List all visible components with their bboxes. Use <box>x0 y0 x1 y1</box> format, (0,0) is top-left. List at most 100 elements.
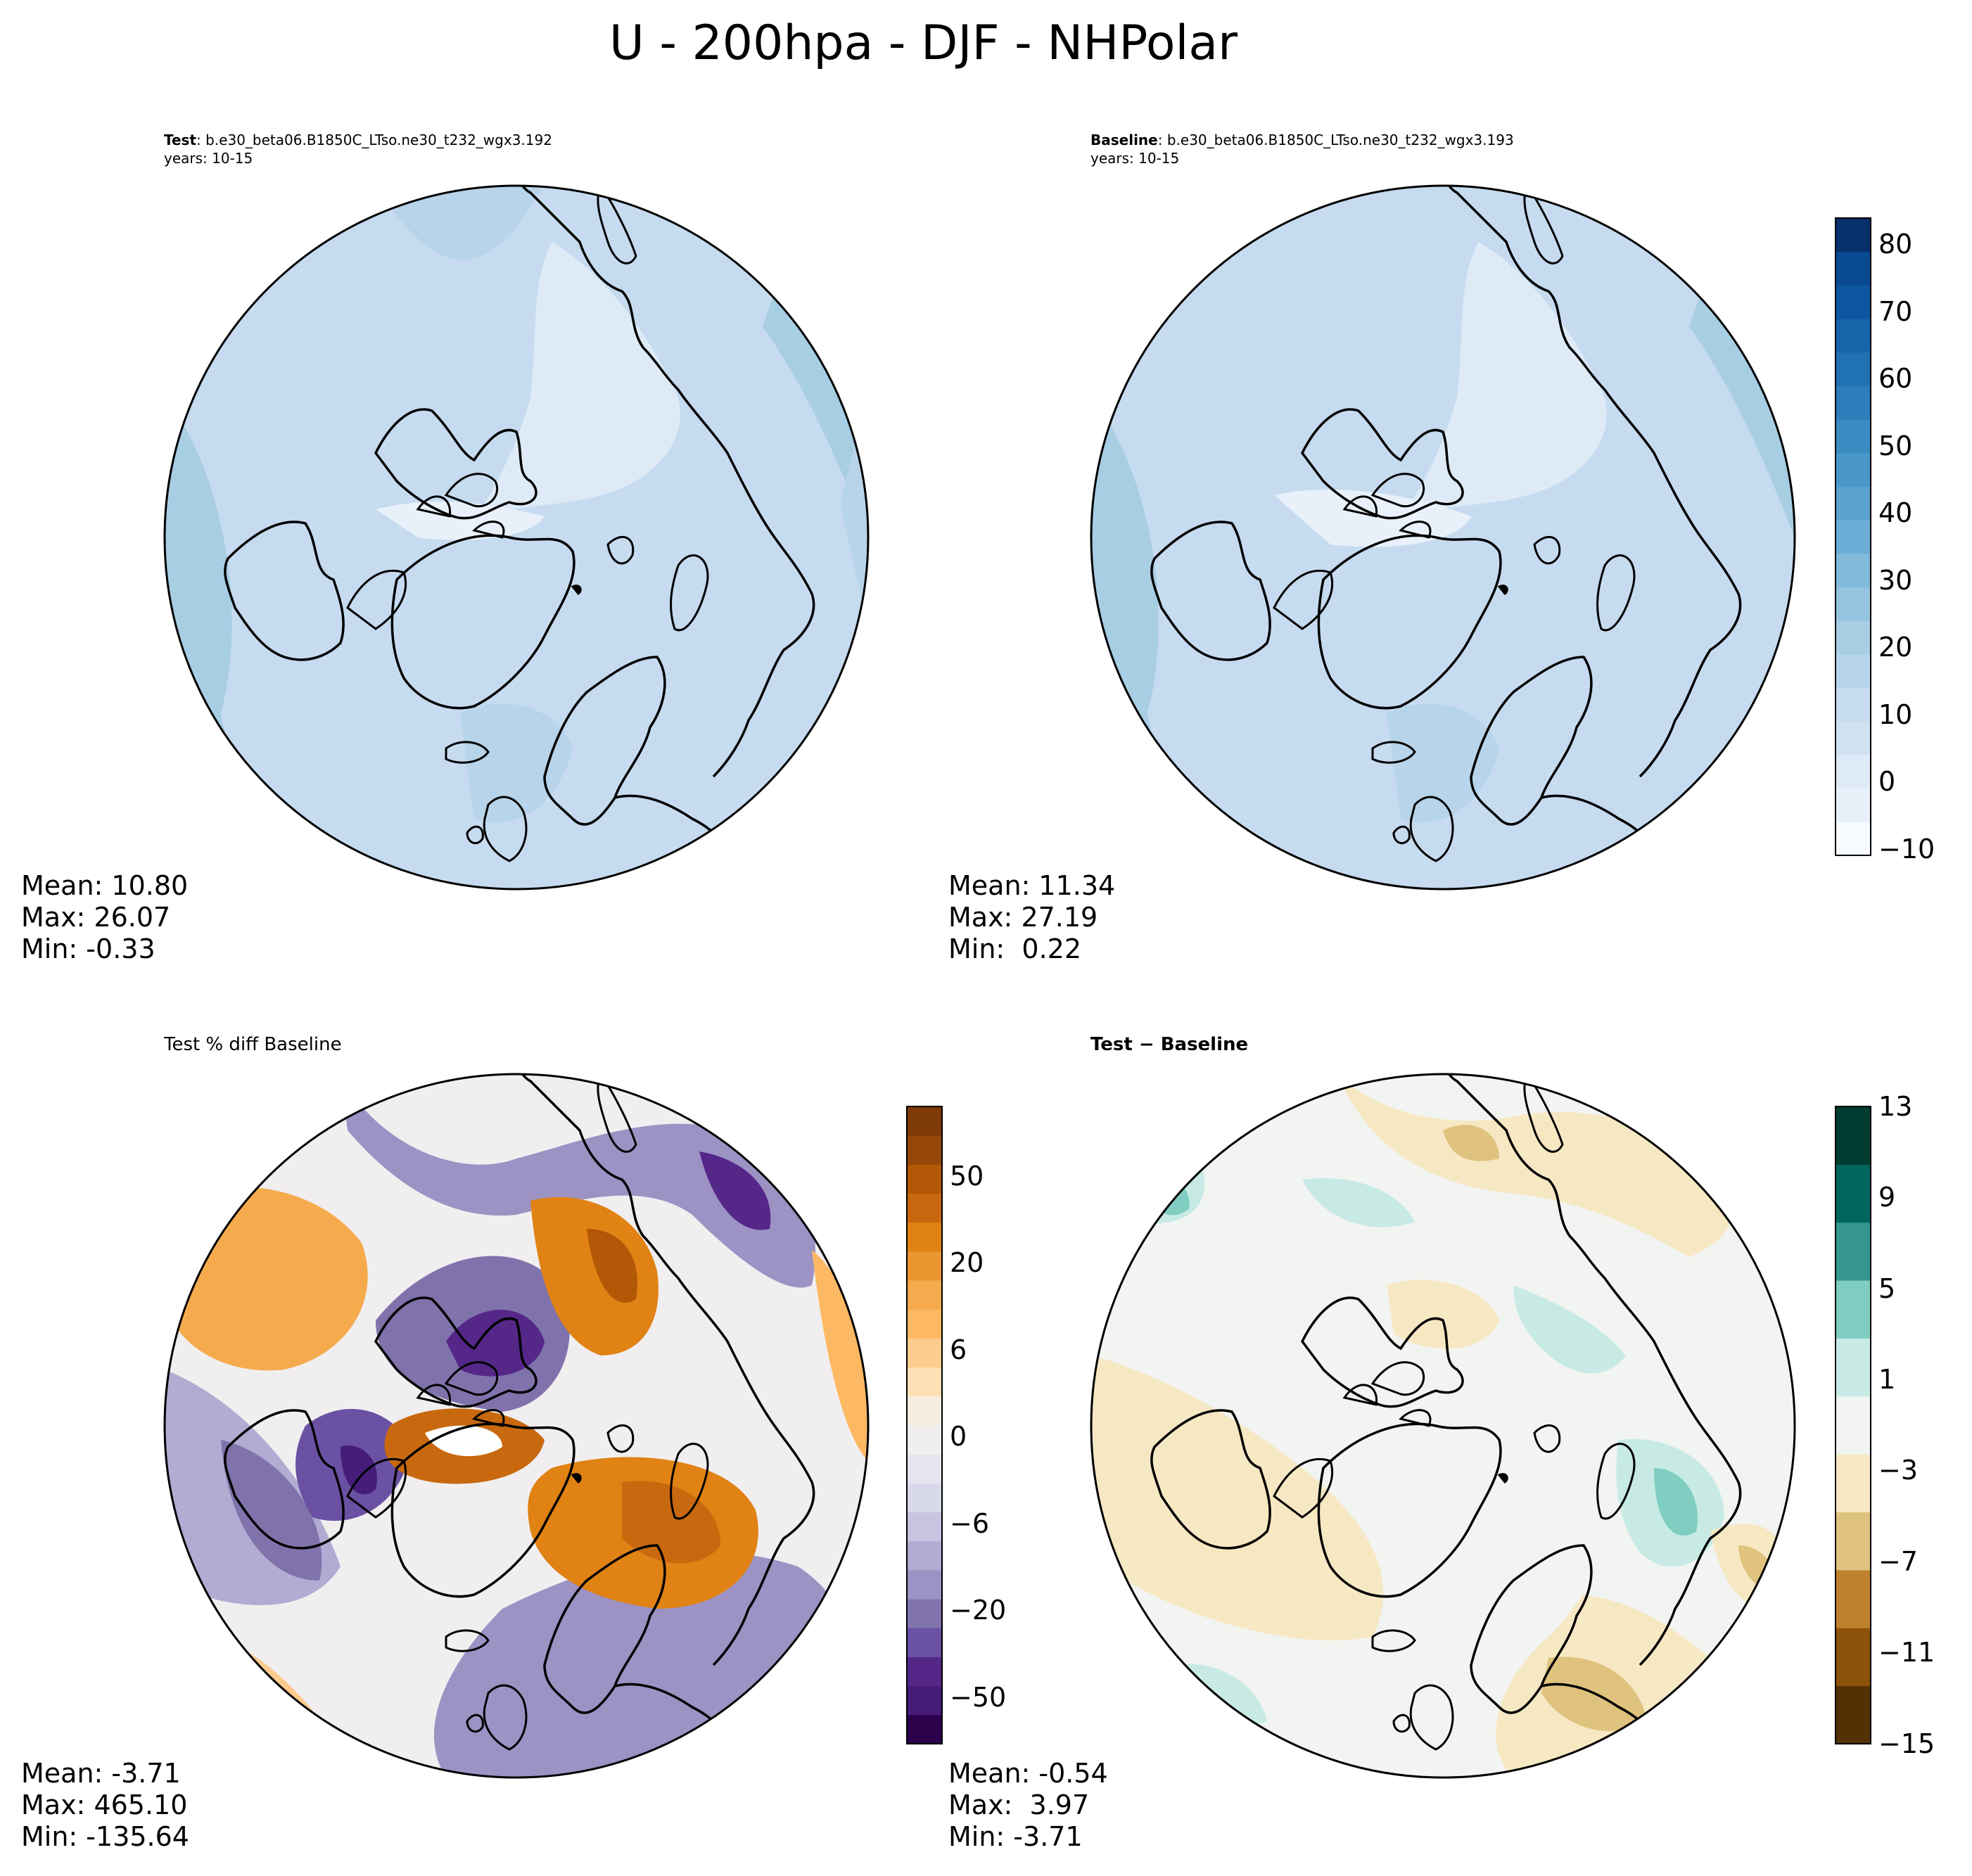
test-label: Test <box>164 132 197 148</box>
baseline-case-name: : b.e30_beta06.B1850C_LTso.ne30_t232_wgx… <box>1157 132 1514 148</box>
test-max: Max: 26.07 <box>21 902 171 933</box>
field-tick-20: 20 <box>1878 632 1913 663</box>
test-mean: Mean: 10.80 <box>21 870 189 901</box>
diff-tick-minus7: −7 <box>1878 1546 1919 1577</box>
field-colorbar-swatch <box>1836 553 1871 588</box>
pctdiff-min: Min: -135.64 <box>21 1821 189 1852</box>
baseline-stats: Mean: 11.34 Max: 27.19 Min: 0.22 <box>948 870 1115 965</box>
test-min: Min: -0.33 <box>21 933 155 964</box>
pctdiff-colorbar-frame <box>906 1106 943 1744</box>
field-colorbar-swatch <box>1836 721 1871 755</box>
baseline-years: years: 10-15 <box>1090 150 1180 167</box>
test-case-label: Test: b.e30_beta06.B1850C_LTso.ne30_t232… <box>164 131 552 149</box>
field-colorbar <box>1835 217 1871 856</box>
pctdiff-mean: Mean: -3.71 <box>21 1758 181 1789</box>
field-colorbar-swatch <box>1836 419 1871 454</box>
test-years: years: 10-15 <box>164 150 253 167</box>
diff-colorbar-swatch <box>1836 1338 1871 1397</box>
diff-tick-13: 13 <box>1878 1091 1913 1122</box>
field-tick-0: 0 <box>1878 766 1896 797</box>
pct-tick-minus6: −6 <box>950 1508 990 1539</box>
pctdiff-colorbar-swatch <box>907 1309 942 1339</box>
field-colorbar-swatch <box>1836 653 1871 689</box>
pctdiff-colorbar-swatch <box>907 1106 942 1136</box>
diff-colorbar-swatch <box>1836 1280 1871 1339</box>
pctdiff-colorbar-swatch <box>907 1135 942 1165</box>
pctdiff-colorbar-swatch <box>907 1251 942 1281</box>
diff-colorbar-ticks: 13 9 5 1 −3 −7 −11 −15 <box>1878 1093 1970 1757</box>
field-colorbar-swatch <box>1836 788 1871 822</box>
pctdiff-colorbar-swatch <box>907 1367 942 1397</box>
pctdiff-colorbar-swatch <box>907 1280 942 1310</box>
pctdiff-stats: Mean: -3.71 Max: 465.10 Min: -135.64 <box>21 1758 189 1853</box>
diff-max: Max: 3.97 <box>948 1789 1090 1820</box>
pctdiff-colorbar-swatch <box>907 1454 942 1483</box>
field-colorbar-swatch <box>1836 251 1871 286</box>
pctdiff-colorbar-swatch <box>907 1540 942 1571</box>
pctdiff-colorbar-swatch <box>907 1569 942 1600</box>
diff-min: Min: -3.71 <box>948 1821 1083 1852</box>
field-colorbar-swatch <box>1836 754 1871 789</box>
diff-tick-minus3: −3 <box>1878 1455 1919 1486</box>
field-colorbar-swatch <box>1836 486 1871 521</box>
test-case-name: : b.e30_beta06.B1850C_LTso.ne30_t232_wgx… <box>196 132 552 148</box>
pctdiff-map <box>163 1073 870 1779</box>
diff-colorbar-swatch <box>1836 1222 1871 1281</box>
pctdiff-colorbar-swatch <box>907 1512 942 1542</box>
diff-tick-1: 1 <box>1878 1364 1896 1395</box>
pctdiff-colorbar-swatch <box>907 1338 942 1368</box>
pctdiff-colorbar-swatch <box>907 1628 942 1657</box>
field-tick-40: 40 <box>1878 497 1913 528</box>
field-colorbar-swatch <box>1836 620 1871 655</box>
baseline-max: Max: 27.19 <box>948 902 1098 933</box>
field-tick-30: 30 <box>1878 565 1913 596</box>
pctdiff-colorbar <box>906 1106 943 1744</box>
pctdiff-colorbar-swatch <box>907 1425 942 1455</box>
figure-title: U - 200hpa - DJF - NHPolar <box>609 15 1238 71</box>
baseline-min: Min: 0.22 <box>948 933 1081 964</box>
diff-colorbar-swatch <box>1836 1569 1871 1628</box>
diff-tick-9: 9 <box>1878 1182 1896 1213</box>
field-colorbar-swatch <box>1836 352 1871 386</box>
baseline-map <box>1090 184 1796 891</box>
test-map <box>163 184 870 891</box>
pct-tick-minus20: −20 <box>950 1595 1007 1626</box>
field-tick-50: 50 <box>1878 430 1913 461</box>
pctdiff-colorbar-ticks: 50 20 6 0 −6 −20 −50 <box>950 1106 1034 1744</box>
diff-colorbar-swatch <box>1836 1454 1871 1513</box>
field-colorbar-swatch <box>1836 822 1871 856</box>
pctdiff-max: Max: 465.10 <box>21 1789 188 1820</box>
field-colorbar-swatch <box>1836 385 1871 420</box>
diff-colorbar-frame <box>1835 1106 1871 1744</box>
field-colorbar-swatch <box>1836 587 1871 621</box>
diff-map <box>1090 1073 1796 1779</box>
field-tick-minus10: −10 <box>1878 834 1935 864</box>
baseline-mean: Mean: 11.34 <box>948 870 1116 901</box>
pctdiff-colorbar-swatch <box>907 1714 942 1744</box>
field-colorbar-frame <box>1835 217 1871 856</box>
field-tick-70: 70 <box>1878 296 1913 327</box>
pct-tick-6: 6 <box>950 1334 967 1365</box>
diff-title: Test − Baseline <box>1090 1034 1249 1055</box>
field-colorbar-swatch <box>1836 452 1871 487</box>
baseline-case-label: Baseline: b.e30_beta06.B1850C_LTso.ne30_… <box>1090 131 1514 149</box>
diff-tick-minus11: −11 <box>1878 1637 1935 1668</box>
pctdiff-colorbar-swatch <box>907 1599 942 1628</box>
field-colorbar-swatch <box>1836 285 1871 319</box>
field-tick-10: 10 <box>1878 699 1913 730</box>
pctdiff-colorbar-swatch <box>907 1657 942 1687</box>
pct-tick-0: 0 <box>950 1421 967 1452</box>
field-colorbar-swatch <box>1836 520 1871 554</box>
pct-tick-50: 50 <box>950 1161 984 1192</box>
diff-colorbar-swatch <box>1836 1396 1871 1455</box>
diff-colorbar-swatch <box>1836 1628 1871 1687</box>
pctdiff-colorbar-swatch <box>907 1164 942 1194</box>
pctdiff-colorbar-swatch <box>907 1483 942 1513</box>
field-colorbar-swatch <box>1836 218 1871 253</box>
pctdiff-title: Test % diff Baseline <box>164 1034 342 1055</box>
baseline-label: Baseline <box>1090 132 1158 148</box>
pctdiff-colorbar-swatch <box>907 1222 942 1252</box>
diff-colorbar-swatch <box>1836 1685 1871 1744</box>
field-tick-60: 60 <box>1878 363 1913 394</box>
pctdiff-colorbar-swatch <box>907 1685 942 1716</box>
